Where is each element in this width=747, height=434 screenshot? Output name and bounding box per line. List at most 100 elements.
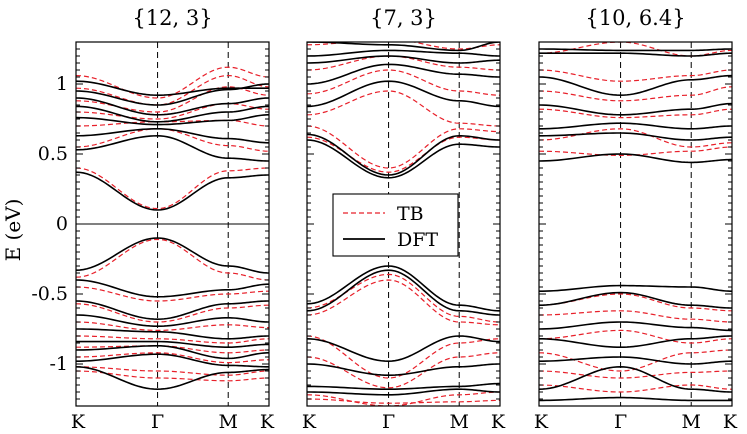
tb-band-line <box>76 352 269 364</box>
dft-band-line <box>307 265 500 312</box>
y-axis-title: E (eV) <box>1 199 25 262</box>
panel-title: {7, 3} <box>370 6 437 30</box>
dft-band-line <box>307 80 500 108</box>
tb-band-line <box>76 119 269 127</box>
dft-band-line <box>76 237 269 274</box>
dft-band-line <box>307 269 500 316</box>
panels-group: {12, 3} 1 0.5 0 -0.5 -1 K Γ M K {7, 3} K Γ M K TB DFT {10… <box>31 6 738 433</box>
dft-band-line <box>539 122 732 130</box>
dft-band-line <box>307 55 500 64</box>
legend-label-dft: DFT <box>397 229 438 251</box>
x-tick-label-K: K <box>260 411 275 433</box>
dft-band-line <box>76 80 269 97</box>
tb-band-line <box>307 391 500 406</box>
x-tick-label-M: M <box>681 411 700 433</box>
dft-band-line <box>76 340 269 349</box>
bands-group <box>76 66 269 391</box>
dft-band-line <box>307 388 500 396</box>
bands-group <box>307 42 500 406</box>
panel-title: {10, 6.4} <box>585 6 685 30</box>
dft-band-line <box>539 153 732 164</box>
dft-band-line <box>539 74 732 97</box>
tb-band-line <box>307 273 500 323</box>
dft-band-line <box>76 328 269 340</box>
dft-band-line <box>76 171 269 211</box>
tb-band-line <box>76 335 269 344</box>
dft-band-line <box>76 83 269 106</box>
dft-band-line <box>539 132 732 141</box>
panel-2: {7, 3} K Γ M K TB DFT <box>302 6 506 433</box>
tb-band-line <box>76 86 269 113</box>
dft-band-line <box>307 49 500 57</box>
tb-band-line <box>539 329 732 344</box>
x-tick-label-K: K <box>723 411 738 433</box>
y-tick-label: 0 <box>56 213 68 235</box>
x-tick-label-Γ: Γ <box>151 411 164 433</box>
tb-band-line <box>539 86 732 102</box>
tb-band-line <box>539 310 732 323</box>
tb-band-line <box>539 128 732 148</box>
legend-label-tb: TB <box>397 203 424 225</box>
tb-band-line <box>307 125 500 169</box>
dft-band-line <box>307 139 500 179</box>
dft-band-line <box>76 97 269 116</box>
dft-band-line <box>76 134 269 162</box>
tb-band-line <box>307 90 500 127</box>
y-tick-label: -1 <box>49 353 68 375</box>
tb-band-line <box>539 349 732 372</box>
panel-1: {12, 3} 1 0.5 0 -0.5 -1 K Γ M K <box>31 6 275 433</box>
x-tick-label-Γ: Γ <box>382 411 395 433</box>
tb-band-line <box>539 146 732 157</box>
tb-band-line <box>76 66 269 99</box>
dft-band-line <box>76 114 269 126</box>
tb-band-line <box>76 321 269 332</box>
legend: TB DFT <box>332 193 459 257</box>
dft-band-line <box>539 321 732 332</box>
tb-band-line <box>307 335 500 379</box>
tb-band-line <box>539 108 732 119</box>
y-tick-label: 0.5 <box>38 143 68 165</box>
tb-band-line <box>307 136 500 173</box>
tb-band-line <box>307 69 500 96</box>
dft-band-line <box>76 314 269 328</box>
dft-band-line <box>307 335 500 363</box>
tb-band-line <box>76 286 269 302</box>
dft-band-line <box>307 363 500 377</box>
tb-band-line <box>307 352 500 389</box>
tb-band-line <box>76 238 269 281</box>
tb-band-line <box>76 102 269 120</box>
dft-band-line <box>539 396 732 402</box>
tb-band-line <box>76 74 269 106</box>
dft-band-line <box>307 42 500 52</box>
tb-band-line <box>76 370 269 382</box>
x-tick-label-K: K <box>302 411 317 433</box>
y-tick-label: 1 <box>56 73 68 95</box>
dft-band-line <box>539 365 732 393</box>
dft-band-line <box>539 102 732 116</box>
dft-band-line <box>539 335 732 349</box>
bands-group <box>539 42 732 402</box>
legend-box <box>332 193 459 257</box>
tb-band-line <box>539 69 732 82</box>
dft-band-line <box>76 300 269 321</box>
tb-band-line <box>76 167 269 210</box>
x-tick-label-K: K <box>491 411 506 433</box>
dft-band-line <box>539 356 732 365</box>
dft-band-line <box>76 279 269 298</box>
dft-band-line <box>539 291 732 309</box>
tb-band-line <box>76 303 269 323</box>
tb-band-line <box>307 279 500 326</box>
x-tick-label-K: K <box>71 411 86 433</box>
dft-band-line <box>76 353 269 368</box>
tb-band-line <box>539 42 732 57</box>
dft-band-line <box>76 105 269 123</box>
tb-band-line <box>307 398 500 404</box>
dft-band-line <box>539 52 732 57</box>
panel-frame <box>538 41 733 407</box>
tb-band-line <box>76 128 269 152</box>
panel-3: {10, 6.4} K Γ M K <box>534 6 738 433</box>
dft-band-line <box>539 48 732 52</box>
dft-band-line <box>307 382 500 391</box>
dft-band-line <box>307 133 500 176</box>
